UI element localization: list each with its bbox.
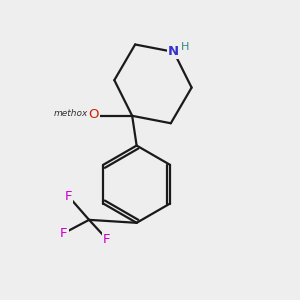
Text: O: O xyxy=(88,108,99,121)
Text: methoxy: methoxy xyxy=(54,109,94,118)
Text: N: N xyxy=(168,45,179,58)
Text: F: F xyxy=(60,227,68,240)
Text: H: H xyxy=(181,42,189,52)
Text: F: F xyxy=(103,233,111,246)
Text: F: F xyxy=(64,190,72,202)
